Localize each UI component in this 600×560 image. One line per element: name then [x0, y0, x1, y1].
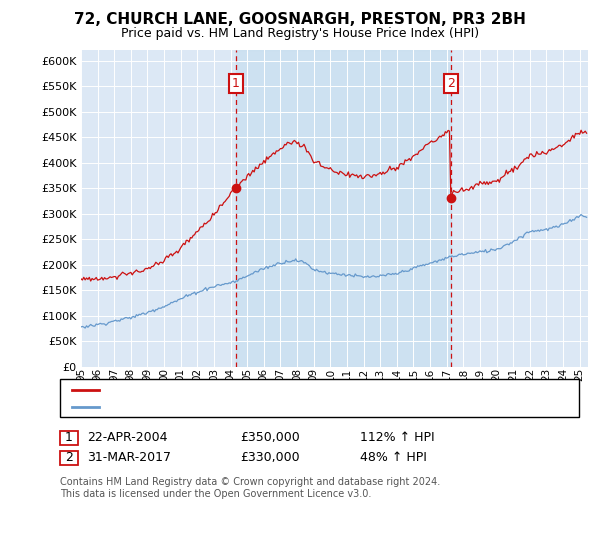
Text: 112% ↑ HPI: 112% ↑ HPI	[360, 431, 434, 445]
Text: 2: 2	[65, 451, 73, 464]
Text: Contains HM Land Registry data © Crown copyright and database right 2024.
This d: Contains HM Land Registry data © Crown c…	[60, 477, 440, 499]
Text: 72, CHURCH LANE, GOOSNARGH, PRESTON, PR3 2BH: 72, CHURCH LANE, GOOSNARGH, PRESTON, PR3…	[74, 12, 526, 27]
Text: 31-MAR-2017: 31-MAR-2017	[87, 451, 171, 464]
Bar	[236, 50, 451, 367]
Text: 22-APR-2004: 22-APR-2004	[87, 431, 167, 445]
Text: 48% ↑ HPI: 48% ↑ HPI	[360, 451, 427, 464]
Text: £330,000: £330,000	[240, 451, 299, 464]
Text: 1: 1	[65, 431, 73, 445]
Text: 1: 1	[232, 77, 239, 90]
Text: 72, CHURCH LANE, GOOSNARGH, PRESTON, PR3 2BH (detached house): 72, CHURCH LANE, GOOSNARGH, PRESTON, PR3…	[105, 385, 505, 395]
Text: 2: 2	[447, 77, 455, 90]
Text: £350,000: £350,000	[240, 431, 300, 445]
Text: Price paid vs. HM Land Registry's House Price Index (HPI): Price paid vs. HM Land Registry's House …	[121, 27, 479, 40]
Text: HPI: Average price, detached house, Preston: HPI: Average price, detached house, Pres…	[105, 402, 353, 412]
